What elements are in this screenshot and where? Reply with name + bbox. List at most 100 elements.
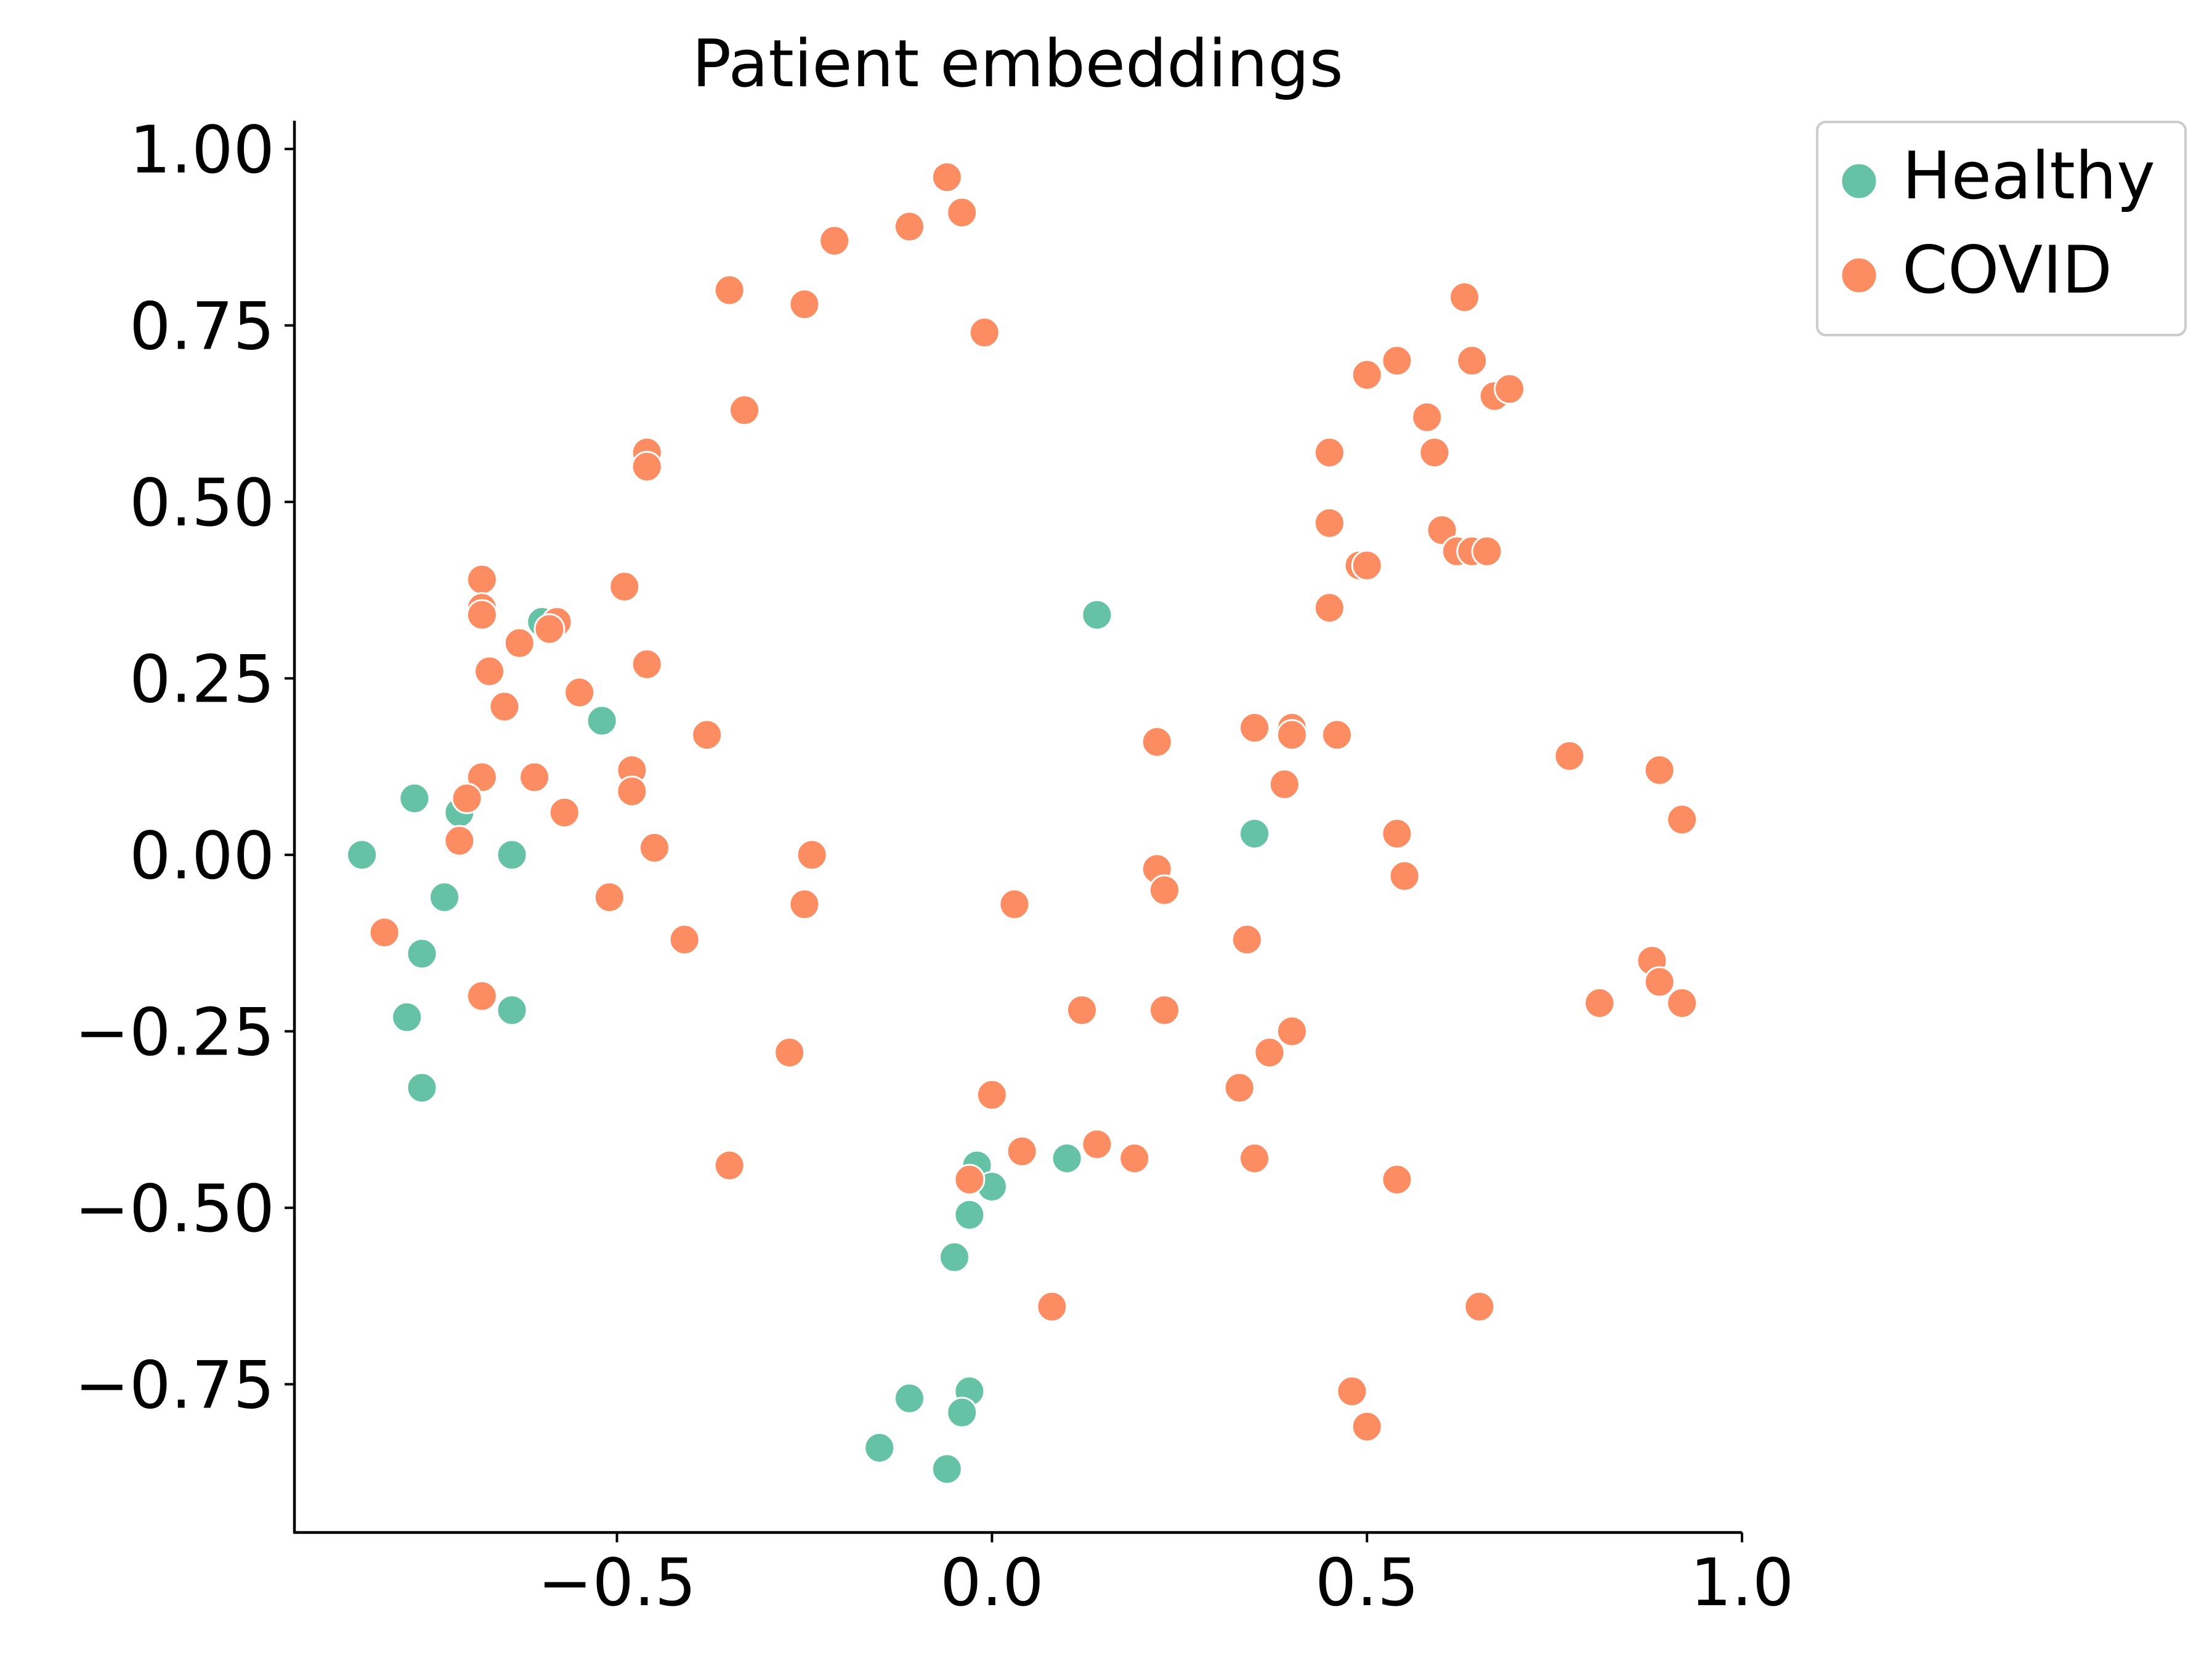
point-covid	[668, 923, 700, 955]
point-covid	[1584, 987, 1616, 1019]
point-covid	[1456, 345, 1488, 377]
point-covid	[1141, 726, 1173, 758]
point-covid	[1321, 719, 1353, 751]
point-covid	[548, 796, 580, 828]
point-healthy	[399, 782, 431, 814]
x-axis-ticks: −0.5 0.0 0.5 1.0	[538, 1532, 1794, 1621]
point-covid	[1351, 549, 1383, 581]
y-tick-label: 0.50	[129, 465, 275, 541]
point-covid	[796, 839, 828, 871]
point-covid	[466, 761, 498, 793]
point-covid	[1119, 1143, 1151, 1175]
legend-label-covid: COVID	[1902, 232, 2112, 308]
point-covid	[1494, 373, 1526, 405]
point-covid	[1276, 719, 1308, 751]
point-covid	[968, 317, 1000, 349]
point-covid	[946, 196, 978, 229]
x-tick-label: 0.5	[1315, 1545, 1419, 1621]
point-healthy	[864, 1431, 896, 1464]
point-covid	[451, 782, 483, 814]
point-covid	[819, 225, 851, 257]
point-covid	[788, 888, 820, 920]
chart-title: Patient embeddings	[692, 26, 1343, 102]
legend[interactable]: Healthy COVID	[1816, 121, 2187, 336]
point-healthy	[586, 705, 618, 737]
y-tick-label: −0.25	[75, 994, 275, 1070]
point-covid	[1471, 535, 1503, 567]
legend-marker-covid	[1840, 256, 1878, 294]
point-covid	[1276, 1015, 1308, 1047]
legend-marker-healthy	[1840, 162, 1878, 200]
point-covid	[788, 288, 820, 320]
legend-box	[1816, 121, 2187, 336]
point-healthy	[1051, 1143, 1083, 1175]
point-healthy	[939, 1241, 971, 1273]
point-covid	[503, 627, 535, 659]
y-tick-label: −0.75	[75, 1347, 275, 1423]
point-healthy	[954, 1199, 986, 1231]
point-covid	[564, 676, 596, 708]
point-healthy	[429, 881, 461, 913]
y-tick-label: 0.00	[129, 818, 275, 894]
point-covid	[488, 690, 521, 723]
y-axis-ticks: 1.00 0.75 0.50 0.25 0.00 −0.25 −0.50 −0.75	[75, 112, 294, 1423]
point-covid	[474, 655, 506, 687]
point-covid	[1643, 966, 1675, 998]
point-covid	[729, 394, 761, 426]
point-covid	[1223, 1072, 1255, 1104]
point-covid	[519, 761, 551, 793]
point-covid	[1006, 1135, 1038, 1167]
point-covid	[1239, 1143, 1271, 1175]
point-covid	[976, 1079, 1008, 1111]
point-covid	[691, 719, 723, 751]
point-healthy	[1081, 599, 1113, 631]
point-covid	[638, 832, 670, 864]
x-tick-label: 1.0	[1690, 1545, 1794, 1621]
point-healthy	[406, 937, 438, 970]
point-covid	[1231, 923, 1263, 955]
point-covid	[1381, 1164, 1413, 1196]
point-covid	[893, 211, 925, 243]
y-tick-label: 0.75	[129, 288, 275, 364]
point-healthy	[496, 994, 528, 1026]
point-healthy	[1239, 817, 1271, 849]
point-covid	[466, 599, 498, 631]
point-covid	[1313, 437, 1345, 469]
point-covid	[954, 1164, 986, 1196]
data-points	[346, 161, 1698, 1485]
point-covid	[593, 881, 625, 913]
point-covid	[1643, 754, 1675, 786]
point-healthy	[391, 1001, 423, 1033]
legend-label-healthy: Healthy	[1902, 138, 2155, 214]
point-covid	[1351, 359, 1383, 391]
point-covid	[1239, 712, 1271, 744]
point-covid	[1666, 987, 1698, 1019]
point-covid	[1381, 817, 1413, 849]
point-covid	[931, 161, 963, 193]
point-healthy	[893, 1382, 925, 1414]
point-covid	[1313, 592, 1345, 624]
point-covid	[1448, 281, 1480, 313]
point-covid	[713, 274, 745, 306]
point-healthy	[946, 1396, 978, 1428]
point-covid	[616, 775, 648, 808]
point-covid	[609, 570, 641, 602]
point-covid	[1666, 804, 1698, 836]
point-covid	[1419, 437, 1451, 469]
y-tick-label: −0.50	[75, 1171, 275, 1247]
point-covid	[1268, 768, 1300, 800]
point-covid	[713, 1149, 745, 1181]
point-healthy	[406, 1072, 438, 1104]
point-covid	[1313, 507, 1345, 539]
point-covid	[631, 451, 663, 483]
point-covid	[1381, 345, 1413, 377]
point-covid	[1426, 514, 1458, 546]
point-covid	[466, 564, 498, 596]
y-tick-label: 0.25	[129, 641, 275, 717]
point-covid	[368, 917, 400, 949]
point-covid	[1351, 1411, 1383, 1443]
point-covid	[1254, 1037, 1286, 1069]
point-covid	[1066, 994, 1098, 1026]
point-healthy	[496, 839, 528, 871]
